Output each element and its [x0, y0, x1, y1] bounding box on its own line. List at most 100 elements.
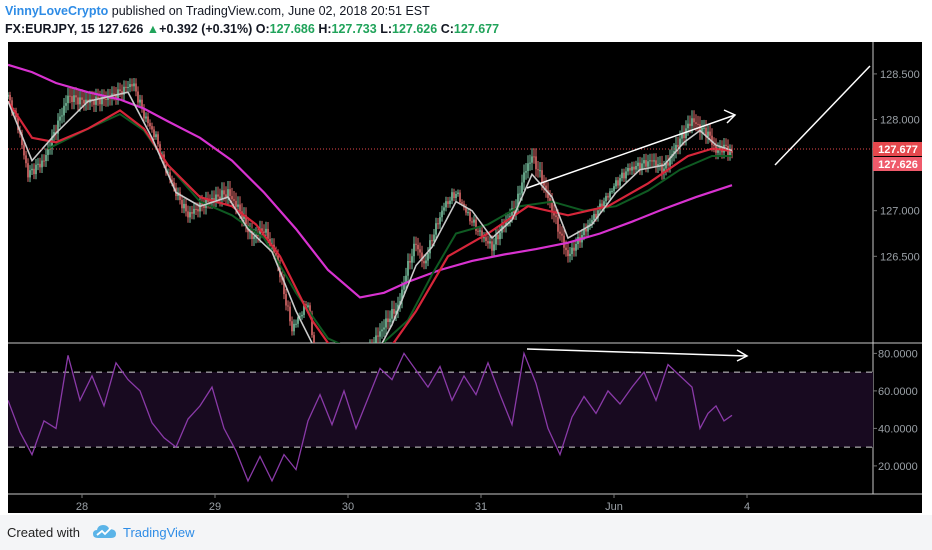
publish-info: published on TradingView.com, June 02, 2…: [108, 4, 430, 18]
candle-body: [411, 256, 413, 263]
rsi-trendline[interactable]: [526, 348, 748, 357]
candle-body: [275, 252, 277, 256]
candle-body: [591, 220, 593, 224]
candle-body: [731, 150, 733, 153]
candle-body: [311, 313, 313, 335]
candle-body: [75, 95, 77, 98]
candle-body: [221, 190, 223, 200]
open-value: 127.686: [269, 22, 315, 36]
candle-body: [191, 212, 193, 214]
rsi-tick-label: 80.0000: [878, 348, 918, 360]
candle-body: [527, 163, 529, 171]
rsi-axis[interactable]: 20.0000 40.0000 60.0000 80.0000: [873, 348, 918, 473]
candle-body: [27, 163, 29, 178]
tradingview-link[interactable]: TradingView: [123, 525, 195, 540]
candle-body: [41, 160, 43, 168]
candle-body: [453, 192, 455, 198]
candle-body: [307, 305, 309, 307]
candle-body: [183, 203, 185, 209]
candle-body: [381, 329, 383, 332]
candle-body: [287, 305, 289, 307]
candle-body: [415, 243, 417, 245]
candle-body: [559, 231, 561, 234]
candle-body: [61, 115, 63, 117]
candle-body: [483, 237, 485, 239]
candle-body: [297, 317, 299, 324]
candle-body: [105, 99, 107, 100]
candle-body: [303, 304, 305, 315]
created-with-label: Created with: [7, 525, 80, 540]
candle-body: [561, 233, 563, 236]
last-price-tag-text: 127.626: [878, 159, 918, 171]
candle-body: [257, 234, 259, 236]
price-trendline[interactable]: [526, 114, 736, 189]
candle-body: [457, 192, 459, 194]
open-label: O:: [255, 22, 270, 36]
projection-line[interactable]: [774, 65, 871, 166]
candle-body: [215, 194, 217, 200]
trendline-drawings[interactable]: [526, 65, 871, 362]
candle-body: [259, 228, 261, 236]
candle-body: [97, 96, 99, 99]
candle-body: [523, 172, 525, 183]
price-tick-label: 128.500: [880, 69, 920, 81]
candle-body: [605, 196, 607, 202]
candle-body: [159, 144, 161, 156]
candle-body: [181, 199, 183, 209]
candle-body: [47, 148, 49, 155]
candle-body: [705, 127, 707, 137]
author-link[interactable]: VinnyLoveCrypto: [5, 4, 109, 18]
candle-body: [477, 230, 479, 232]
candle-body: [71, 96, 73, 102]
candle-body: [379, 331, 381, 337]
tradingview-cloud-icon[interactable]: [92, 522, 118, 542]
candle-body: [403, 283, 405, 290]
candle-body: [607, 196, 609, 198]
candle-body: [409, 261, 411, 263]
candle-body: [681, 133, 683, 139]
candle-body: [421, 252, 423, 262]
candle-body: [197, 209, 199, 212]
candle-body: [631, 166, 633, 171]
candle-body: [217, 194, 219, 197]
candle-body: [133, 83, 135, 87]
candle-body: [455, 194, 457, 198]
candle-body: [93, 99, 95, 105]
candle-body: [395, 310, 397, 314]
candle-body: [131, 84, 133, 87]
candle-body: [633, 166, 635, 170]
candle-body: [295, 323, 297, 325]
candle-body: [57, 120, 59, 134]
candle-body: [469, 212, 471, 222]
candle-body: [223, 190, 225, 195]
candle-body: [145, 116, 147, 119]
time-axis[interactable]: 28 29 30 31 Jun 4: [76, 494, 750, 513]
candle-body: [601, 203, 603, 209]
candle-body: [661, 163, 663, 173]
candle-body: [471, 221, 473, 223]
candle-body: [615, 180, 617, 187]
candle-body: [519, 193, 521, 195]
candle-body: [551, 200, 553, 213]
candle-body: [179, 192, 181, 200]
candle-body: [385, 318, 387, 328]
candle-body: [531, 156, 533, 163]
candle-body: [653, 160, 655, 162]
candle-body: [143, 108, 145, 119]
candle-body: [593, 213, 595, 221]
candle-body: [583, 229, 585, 235]
candle-body: [729, 150, 731, 156]
last-price: 127.626: [98, 22, 144, 36]
candle-body: [595, 213, 597, 218]
candle-body: [437, 223, 439, 225]
candle-body: [169, 172, 171, 180]
candle-body: [665, 162, 667, 169]
candle-body: [473, 219, 475, 223]
last-price-tag: [873, 157, 922, 171]
candle-body: [285, 294, 287, 306]
candle-body: [31, 168, 33, 171]
candle-body: [127, 87, 129, 88]
candle-body: [157, 134, 159, 145]
candle-body: [441, 210, 443, 218]
